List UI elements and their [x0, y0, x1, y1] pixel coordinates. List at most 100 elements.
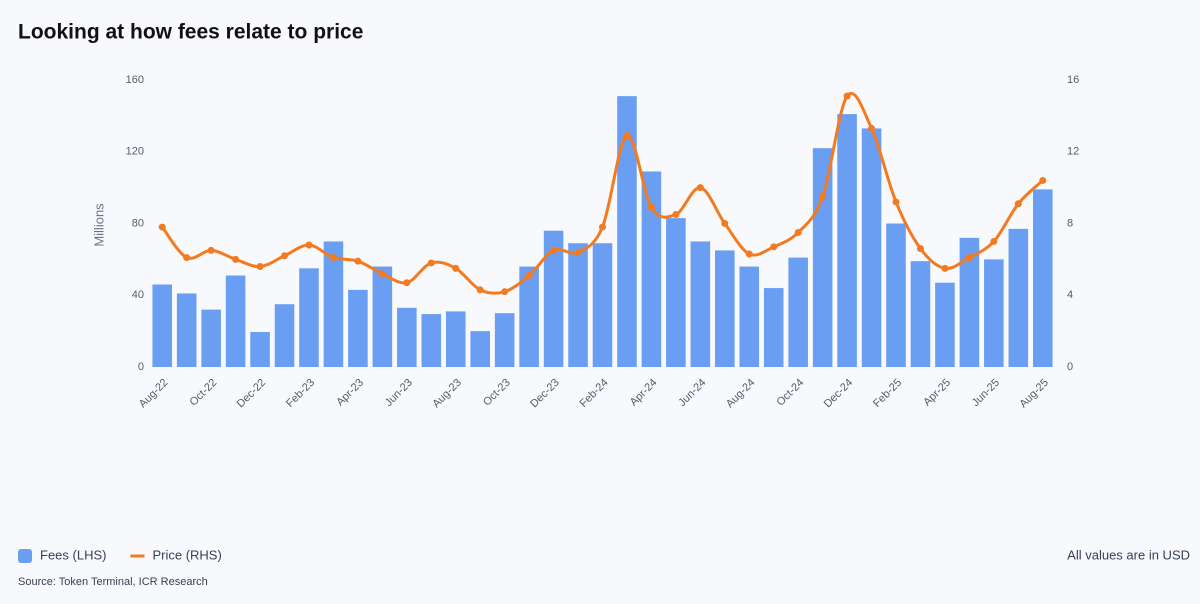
- bar: [1032, 189, 1053, 367]
- price-point: [305, 241, 313, 249]
- price-point: [1039, 176, 1047, 184]
- bar: [715, 250, 735, 367]
- x-tick-label: Feb-23: [284, 377, 317, 410]
- source: Source: Token Terminal, ICR Research: [18, 576, 208, 588]
- price-point: [207, 246, 215, 254]
- price-point: [158, 223, 166, 231]
- bar: [739, 266, 760, 367]
- price-point: [623, 132, 631, 140]
- note: All values are in USD: [1067, 547, 1190, 562]
- bar: [837, 114, 857, 367]
- bar: [886, 223, 906, 367]
- price-point: [672, 211, 680, 219]
- y2-tick-label: 16: [1067, 74, 1079, 86]
- price-point: [599, 223, 606, 231]
- price-point: [329, 254, 337, 262]
- price-point: [868, 124, 876, 132]
- y-tick-label: 120: [126, 146, 144, 158]
- price-point: [770, 243, 778, 251]
- x-tick-label: Oct-22: [187, 377, 219, 409]
- price-point: [232, 255, 240, 263]
- bar: [152, 284, 173, 367]
- legend-label: Price (RHS): [152, 547, 221, 562]
- price-point: [1014, 200, 1022, 208]
- bar: [421, 314, 442, 367]
- bar: [543, 230, 564, 367]
- bar: [788, 257, 808, 367]
- x-tick-label: Apr-24: [628, 377, 660, 409]
- y2-tick-label: 8: [1067, 217, 1073, 229]
- price-point: [794, 228, 802, 236]
- price-point: [427, 259, 435, 267]
- price-point: [843, 92, 851, 100]
- bar: [812, 148, 833, 367]
- bar: [1008, 228, 1029, 367]
- y-tick-label: 40: [132, 289, 144, 301]
- x-tick-label: Apr-25: [921, 377, 953, 409]
- chart-title: Looking at how fees relate to price: [18, 21, 363, 44]
- x-tick-label: Feb-25: [871, 377, 904, 410]
- price-point: [819, 193, 827, 201]
- y-tick-label: 160: [126, 74, 144, 86]
- price-point: [476, 286, 484, 294]
- bar: [519, 266, 539, 367]
- y-axis-label: Millions: [91, 203, 106, 247]
- bar: [250, 332, 270, 367]
- bar: [225, 275, 246, 367]
- bar: [348, 289, 368, 367]
- bar: [201, 309, 221, 367]
- bar: [176, 293, 197, 367]
- x-tick-label: Jun-23: [383, 377, 415, 409]
- price-point: [403, 279, 411, 287]
- price-point: [721, 220, 729, 227]
- x-tick-label: Apr-23: [334, 377, 366, 409]
- price-point: [256, 263, 264, 271]
- y2-tick-label: 0: [1067, 361, 1073, 373]
- price-point: [525, 272, 533, 280]
- x-tick-label: Jun-24: [676, 377, 708, 409]
- x-tick-label: Aug-24: [724, 377, 758, 411]
- x-tick-label: Oct-23: [481, 377, 513, 409]
- bar: [959, 237, 980, 367]
- price-point: [354, 257, 362, 265]
- bar: [397, 307, 417, 367]
- x-tick-label: Dec-24: [822, 377, 856, 411]
- x-tick-label: Dec-22: [235, 377, 269, 411]
- price-point: [916, 245, 924, 253]
- x-tick-label: Aug-23: [430, 377, 464, 411]
- bar: [299, 268, 319, 367]
- bar: [910, 261, 931, 367]
- bar: [470, 331, 490, 367]
- price-point: [745, 250, 753, 258]
- bar: [617, 96, 637, 368]
- price-point: [501, 288, 509, 296]
- legend-label: Fees (LHS): [40, 547, 106, 562]
- x-tick-label: Aug-22: [137, 377, 171, 411]
- y-tick-label: 0: [138, 361, 144, 373]
- bar: [323, 241, 344, 367]
- price-point: [378, 270, 386, 278]
- bar: [666, 218, 686, 367]
- price-point: [965, 254, 973, 262]
- price-point: [696, 184, 704, 192]
- x-tick-label: Aug-25: [1017, 377, 1051, 411]
- bar: [445, 311, 466, 367]
- price-point: [574, 248, 582, 256]
- x-tick-label: Feb-24: [578, 377, 611, 410]
- y2-tick-label: 4: [1067, 289, 1073, 301]
- price-point: [550, 246, 558, 254]
- bar: [568, 243, 588, 367]
- bar: [861, 128, 882, 367]
- price-point: [892, 198, 900, 206]
- bar: [641, 171, 662, 367]
- bar: [274, 304, 295, 367]
- x-tick-label: Jun-25: [970, 377, 1002, 409]
- bar: [592, 243, 613, 367]
- y-tick-label: 80: [132, 217, 144, 229]
- price-point: [990, 237, 998, 245]
- price-point: [647, 203, 655, 211]
- x-tick-label: Dec-23: [528, 377, 562, 411]
- bar: [372, 266, 393, 367]
- bar: [690, 241, 711, 367]
